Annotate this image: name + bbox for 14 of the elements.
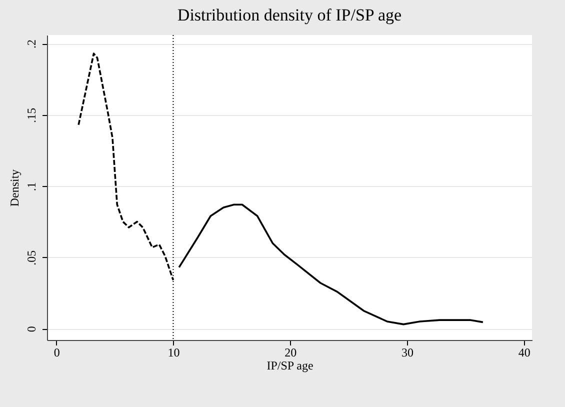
y-tick-label: 0 bbox=[24, 326, 38, 332]
y-axis-title: Density bbox=[8, 169, 22, 207]
y-tick-label: .2 bbox=[24, 40, 38, 49]
x-tick-label: 20 bbox=[284, 346, 297, 360]
x-tick-label: 10 bbox=[168, 346, 180, 360]
chart-title: Distribution density of IP/SP age bbox=[177, 6, 402, 24]
x-tick-label: 0 bbox=[54, 346, 60, 360]
x-tick-label: 40 bbox=[518, 346, 530, 360]
y-tick-label: .1 bbox=[24, 182, 38, 192]
y-tick-label: .05 bbox=[24, 250, 38, 266]
line-series bbox=[178, 204, 484, 326]
x-tick-label: 30 bbox=[401, 346, 414, 360]
y-tick-label: .15 bbox=[24, 108, 38, 123]
x-axis-title: IP/SP age bbox=[266, 358, 314, 372]
